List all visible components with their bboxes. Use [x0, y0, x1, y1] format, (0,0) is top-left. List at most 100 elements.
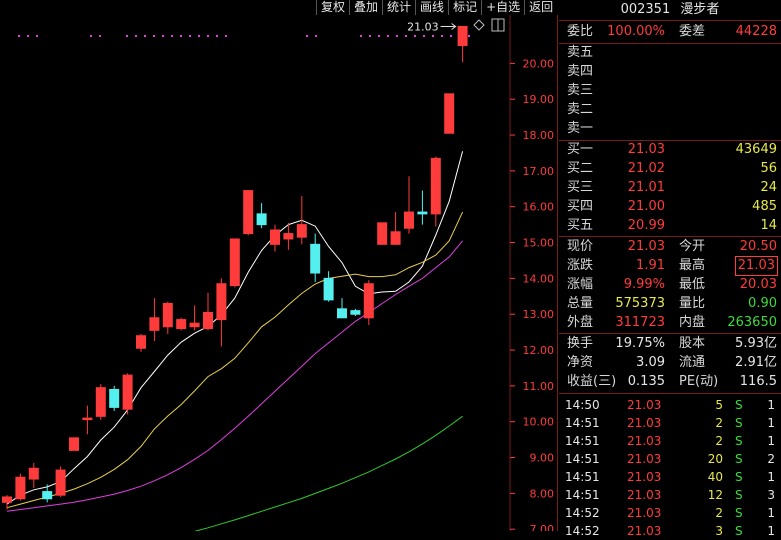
candle[interactable] [310, 233, 321, 282]
tick-row[interactable]: 14:51 21.03 2 S 1 [559, 432, 781, 450]
tick-row[interactable]: 14:50 21.03 5 S 1 [559, 396, 781, 414]
candle[interactable] [55, 466, 66, 497]
kline-svg[interactable]: 7.00 8.00 9.00 10.00 11.00 12.00 13.00 14.00 15.… [0, 15, 558, 531]
candle[interactable] [229, 238, 240, 288]
tick-time: 14:52 [565, 524, 600, 538]
mark-button[interactable]: 标记 [448, 0, 481, 15]
tick-row[interactable]: 14:51 21.03 12 S 3 [559, 486, 781, 504]
candle[interactable] [15, 473, 26, 501]
candle[interactable] [417, 190, 428, 225]
candle[interactable] [149, 298, 160, 342]
tick-row[interactable]: 14:51 21.03 40 S 1 [559, 468, 781, 486]
tick-row[interactable]: 14:52 21.03 2 S 1 [559, 504, 781, 522]
buy-row: 买一 21.03 43649 [559, 141, 781, 159]
tick-side: S [735, 416, 743, 430]
tick-row[interactable]: 14:52 21.03 3 S 1 [559, 522, 781, 540]
tick-side: S [735, 524, 743, 538]
quote-label: 现价 [567, 239, 594, 254]
candle[interactable] [203, 292, 213, 331]
candle[interactable] [2, 495, 12, 510]
tick-time: 14:51 [565, 416, 600, 430]
reference-dots [18, 35, 470, 37]
buy-volume: 14 [760, 218, 777, 233]
weibi-label: 委比 [567, 24, 594, 39]
candle[interactable] [189, 305, 200, 331]
quote-label: 总量 [567, 296, 594, 311]
tick-count: 1 [767, 524, 775, 538]
candle[interactable] [42, 484, 53, 503]
candle[interactable] [363, 280, 374, 325]
panel-divider [557, 0, 558, 531]
candle[interactable] [350, 308, 361, 316]
stats-button[interactable]: 统计 [382, 0, 415, 15]
candle[interactable] [243, 190, 254, 236]
tick-side: S [735, 398, 743, 412]
candle[interactable] [162, 301, 173, 334]
buy-volume: 43649 [735, 142, 777, 157]
candle[interactable] [337, 298, 347, 319]
candle[interactable] [430, 156, 441, 227]
fundamental-value: 3.09 [636, 355, 665, 370]
quote-label: 最高 [679, 258, 706, 273]
tick-volume: 20 [707, 452, 723, 466]
tick-row[interactable]: 14:51 21.03 2 S 1 [559, 414, 781, 432]
candle[interactable] [216, 278, 227, 347]
tick-count: 1 [767, 434, 775, 448]
tick-row[interactable]: 14:51 21.03 20 S 2 [559, 450, 781, 468]
tick-time: 14:51 [565, 434, 600, 448]
candle[interactable] [270, 224, 280, 252]
back-button[interactable]: 返回 [524, 0, 557, 15]
quote-value: 0.90 [748, 296, 777, 311]
buy-label: 买四 [567, 199, 594, 214]
buy-price: 21.00 [627, 199, 665, 214]
candle[interactable] [323, 271, 334, 302]
tick-price: 21.03 [627, 398, 662, 412]
candle[interactable] [95, 384, 106, 420]
quote-value: 20.03 [739, 277, 777, 292]
buy-label: 买三 [567, 180, 594, 195]
fuquan-button[interactable]: 复权 [316, 0, 349, 15]
chart-toolbar: 复权 叠加 统计 画线 标记 +自选 返回 [300, 0, 558, 15]
y-tick-label: 18.00 [523, 129, 555, 142]
candle[interactable] [256, 203, 267, 229]
quote-panel: 002351 漫步者 委比 100.00% 委差 44228 卖五 卖四 卖三 卖二卖… [559, 0, 781, 538]
candle[interactable] [390, 212, 401, 245]
candle[interactable] [296, 195, 307, 245]
buy-volume: 56 [760, 161, 777, 176]
diamond-toggle-icon[interactable] [473, 19, 485, 31]
last-price-label: 21.03 [407, 20, 439, 33]
draw-line-button[interactable]: 画线 [415, 0, 448, 15]
candle[interactable] [69, 437, 79, 451]
quote-row: 现价 21.03 今开 20.50 [559, 238, 781, 256]
quote-value: 20.50 [739, 239, 777, 254]
candle[interactable] [283, 222, 294, 250]
fundamental-row: 换手 19.75% 股本 5.93亿 [559, 335, 781, 353]
y-tick-label: 7.00 [530, 523, 555, 531]
fundamental-row: 收益(三) 0.135 PE(动) 116.5 [559, 373, 781, 391]
kline-chart[interactable]: 7.00 8.00 9.00 10.00 11.00 12.00 13.00 14.00 15.… [0, 15, 558, 531]
candle[interactable] [176, 317, 187, 331]
tick-volume: 40 [707, 470, 723, 484]
candle[interactable] [109, 385, 120, 411]
quote-value: 263650 [727, 315, 777, 330]
add-watchlist-button[interactable]: +自选 [481, 0, 524, 15]
buy-label: 买二 [567, 161, 594, 176]
weibi-value: 100.00% [607, 24, 665, 39]
candle[interactable] [377, 222, 388, 245]
fundamental-value: 116.5 [739, 374, 777, 389]
tick-count: 2 [767, 452, 775, 466]
sell-row: 卖四 [559, 63, 781, 81]
candle[interactable] [122, 373, 133, 415]
candle[interactable] [444, 93, 455, 134]
candle[interactable] [136, 333, 146, 352]
candle[interactable] [82, 405, 93, 435]
overlay-button[interactable]: 叠加 [349, 0, 382, 15]
candle[interactable] [404, 176, 414, 234]
y-tick-label: 10.00 [523, 416, 555, 429]
weibi-row: 委比 100.00% 委差 44228 [559, 23, 781, 41]
y-tick-label: 19.00 [523, 93, 555, 106]
candle[interactable] [457, 25, 468, 63]
candle[interactable] [28, 462, 39, 488]
separator [559, 43, 781, 44]
